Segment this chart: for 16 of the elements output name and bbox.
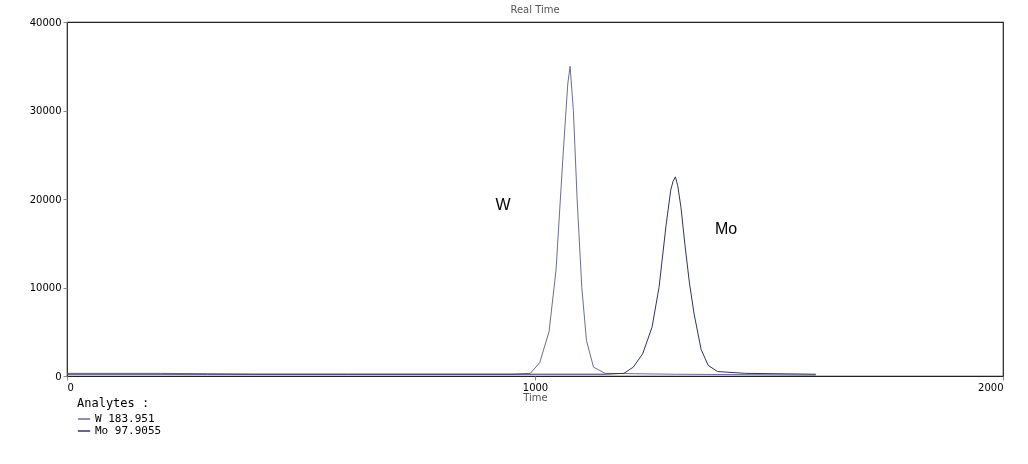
y-tick-label: 20000 bbox=[29, 193, 62, 205]
x-axis-title: Time bbox=[522, 391, 548, 403]
legend-label: Mo 97.9055 bbox=[95, 424, 162, 437]
x-tick-label: 1000 bbox=[522, 381, 549, 393]
y-tick-label: 10000 bbox=[29, 282, 62, 293]
x-tick-label: 0 bbox=[67, 381, 74, 393]
y-tick-label: 30000 bbox=[29, 105, 62, 116]
y-tick-label: 40000 bbox=[29, 16, 62, 28]
chart-title: Real Time bbox=[510, 4, 560, 15]
x-tick-label: 2000 bbox=[978, 381, 1004, 393]
legend-title: Analytes : bbox=[77, 396, 150, 410]
annotation: Mo bbox=[714, 220, 738, 237]
legend-label: W 183.951 bbox=[95, 412, 155, 425]
y-tick-label: 0 bbox=[55, 370, 62, 382]
line-series bbox=[67, 176, 817, 375]
annotation: W bbox=[495, 196, 512, 213]
